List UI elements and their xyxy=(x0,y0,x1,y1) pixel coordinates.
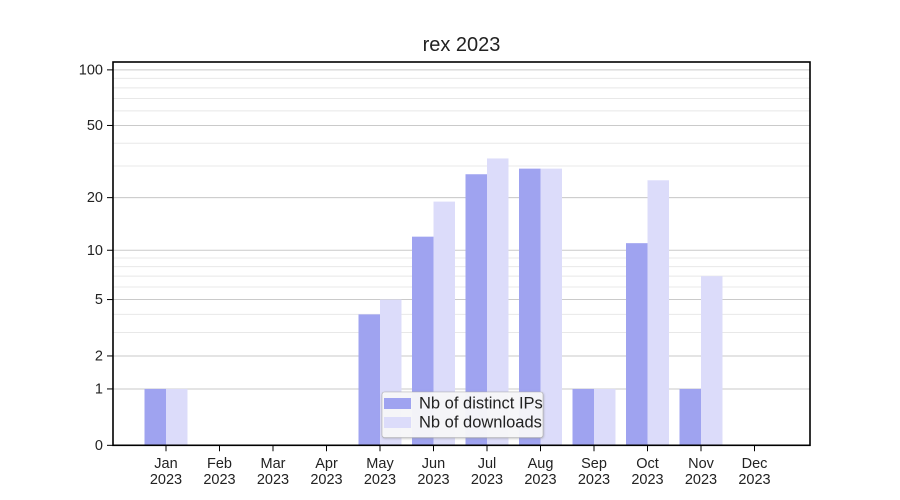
svg-text:20: 20 xyxy=(87,190,103,206)
svg-text:2023: 2023 xyxy=(364,472,396,488)
svg-text:May: May xyxy=(366,456,394,472)
svg-text:0: 0 xyxy=(95,438,103,454)
svg-text:2023: 2023 xyxy=(738,472,770,488)
svg-text:1: 1 xyxy=(95,381,103,397)
svg-text:2: 2 xyxy=(95,348,103,364)
svg-text:Nb of distinct IPs: Nb of distinct IPs xyxy=(419,395,543,413)
svg-text:Aug: Aug xyxy=(528,456,554,472)
svg-text:2023: 2023 xyxy=(417,472,449,488)
svg-text:Jul: Jul xyxy=(478,456,497,472)
svg-text:2023: 2023 xyxy=(578,472,610,488)
svg-text:2023: 2023 xyxy=(631,472,663,488)
svg-text:Nov: Nov xyxy=(688,456,715,472)
svg-text:2023: 2023 xyxy=(524,472,556,488)
svg-text:50: 50 xyxy=(87,118,103,134)
svg-text:2023: 2023 xyxy=(203,472,235,488)
svg-text:Oct: Oct xyxy=(636,456,659,472)
svg-text:rex 2023: rex 2023 xyxy=(423,34,501,56)
svg-text:100: 100 xyxy=(79,62,103,78)
svg-text:2023: 2023 xyxy=(310,472,342,488)
svg-text:2023: 2023 xyxy=(685,472,717,488)
svg-text:2023: 2023 xyxy=(150,472,182,488)
svg-text:Jun: Jun xyxy=(422,456,445,472)
svg-text:Jan: Jan xyxy=(154,456,177,472)
svg-text:2023: 2023 xyxy=(471,472,503,488)
svg-text:Mar: Mar xyxy=(261,456,286,472)
svg-text:Dec: Dec xyxy=(742,456,768,472)
svg-text:Apr: Apr xyxy=(315,456,338,472)
svg-text:Feb: Feb xyxy=(207,456,232,472)
svg-text:Sep: Sep xyxy=(581,456,607,472)
svg-text:5: 5 xyxy=(95,292,103,308)
svg-text:2023: 2023 xyxy=(257,472,289,488)
svg-text:Nb of downloads: Nb of downloads xyxy=(419,414,542,432)
svg-text:10: 10 xyxy=(87,243,103,259)
